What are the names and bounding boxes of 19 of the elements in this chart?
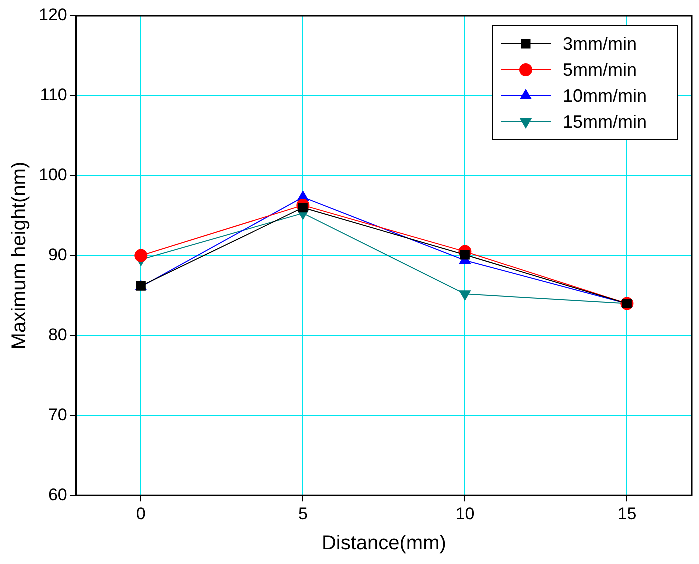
y-tick-label: 70 xyxy=(48,405,68,424)
y-tick-label: 100 xyxy=(38,166,68,185)
legend-label: 10mm/min xyxy=(563,86,648,106)
legend-label: 3mm/min xyxy=(563,34,638,54)
point xyxy=(134,249,148,262)
y-axis-title: Maximum height(nm) xyxy=(8,162,31,350)
x-tick-label: 15 xyxy=(618,504,637,524)
point xyxy=(459,290,471,301)
y-tick-label: 110 xyxy=(40,86,68,105)
y-tick-label: 120 xyxy=(38,6,68,25)
x-tick-label: 0 xyxy=(136,504,146,524)
y-tick-label: 60 xyxy=(48,485,68,504)
x-axis-title: Distance(mm) xyxy=(322,532,446,555)
y-tick-label: 80 xyxy=(48,325,68,344)
x-tick-label: 5 xyxy=(298,504,308,524)
y-tick-label: 90 xyxy=(48,245,68,264)
x-tick-label: 10 xyxy=(456,504,475,524)
legend-label: 15mm/min xyxy=(563,112,648,132)
legend-label: 5mm/min xyxy=(563,60,638,80)
